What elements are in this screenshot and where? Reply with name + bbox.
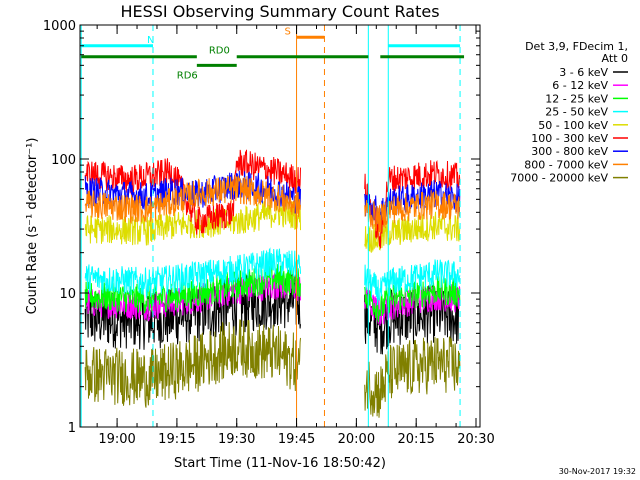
annotation-label: RD6: [177, 70, 198, 81]
legend-entry-label: 300 - 800 keV: [531, 145, 608, 158]
y-tick-label: 1: [68, 421, 76, 436]
legend-entry-label: 6 - 12 keV: [552, 79, 608, 92]
annotation-label: S: [285, 26, 291, 37]
footer-stamp: 30-Nov-2017 19:32: [559, 467, 636, 476]
y-tick-label: 10: [59, 287, 76, 302]
plot-frame: [79, 24, 481, 428]
chart-title: HESSI Observing Summary Count Rates: [120, 2, 439, 21]
x-tick-label: 19:45: [278, 432, 315, 447]
legend-entry-label: 25 - 50 keV: [545, 106, 608, 119]
x-tick-label: 20:15: [397, 432, 434, 447]
legend-entry-label: 7000 - 20000 keV: [510, 172, 608, 185]
legend-entry-label: 800 - 7000 keV: [524, 158, 608, 171]
legend-entry-label: 12 - 25 keV: [545, 92, 608, 105]
series-line: [84, 175, 461, 234]
x-tick-label: 19:00: [98, 432, 135, 447]
axis-ticks: 19:00 19:15 19:30 19:45 20:00 20:15 20:30 1 10 10…: [43, 19, 495, 447]
legend-entry-label: 3 - 6 keV: [559, 66, 608, 79]
legend-header: Det 3,9, FDecim 1,: [525, 40, 628, 53]
x-tick-label: 19:30: [218, 432, 255, 447]
series-line: [84, 247, 461, 306]
y-axis-label: Count Rate (s⁻¹ detector⁻¹): [25, 138, 40, 315]
annotation-label: RD0: [209, 46, 230, 57]
x-tick-label: 20:30: [457, 432, 494, 447]
legend-entry-label: 100 - 300 keV: [531, 132, 608, 145]
series-line: [84, 319, 461, 418]
y-tick-label: 100: [51, 153, 76, 168]
x-tick-label: 19:15: [158, 432, 195, 447]
plot-content: N S RD0 RD6: [80, 25, 465, 427]
legend-entry-label: 50 - 100 keV: [538, 119, 608, 132]
annotation-label: N: [147, 35, 154, 46]
y-tick-label: 1000: [43, 19, 76, 34]
x-axis-label: Start Time (11-Nov-16 18:50:42): [174, 456, 386, 471]
x-tick-label: 20:00: [338, 432, 375, 447]
legend-header: Att 0: [602, 52, 628, 65]
